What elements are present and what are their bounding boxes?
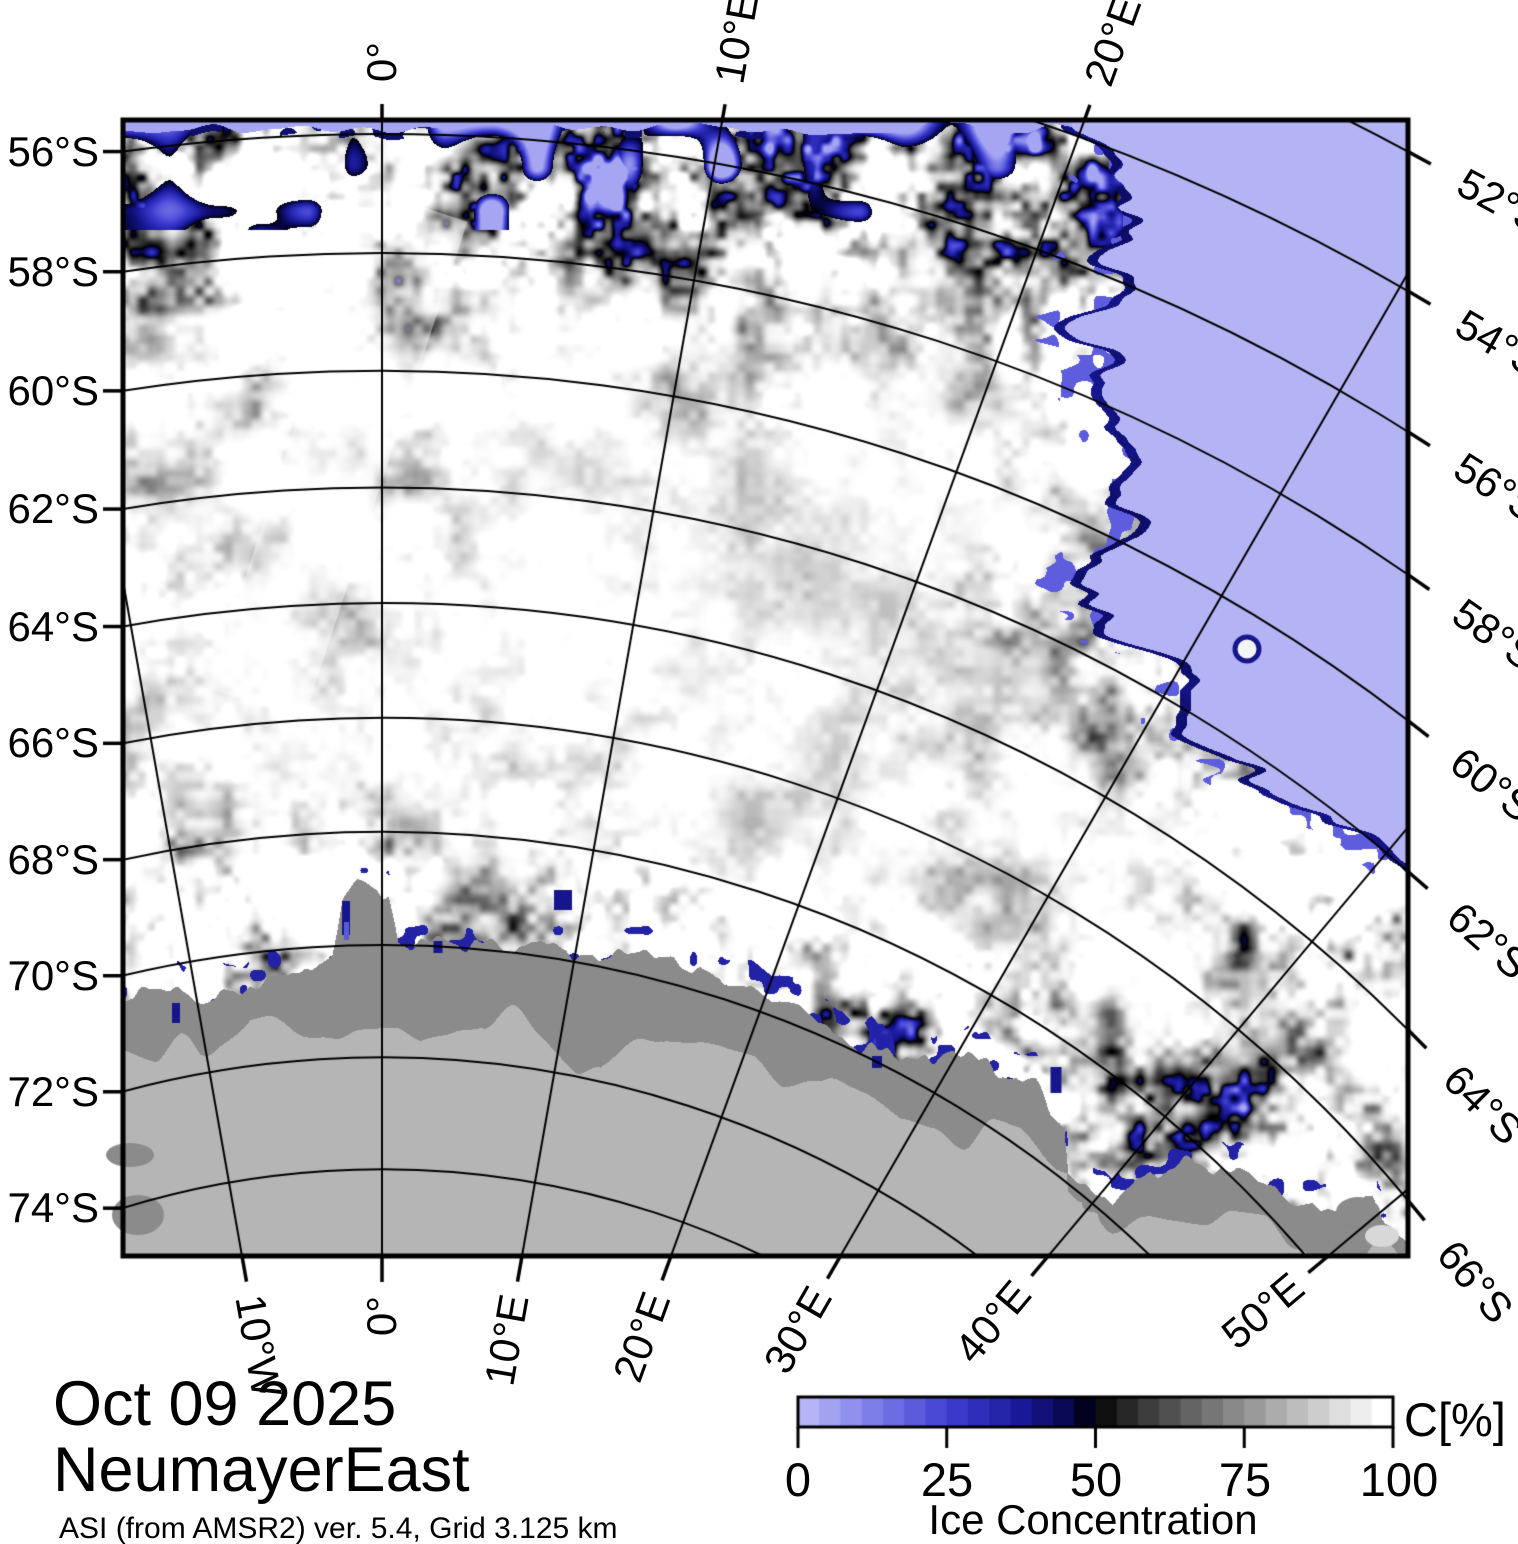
colorbar-tick-50: 50 xyxy=(1069,1453,1123,1506)
date-label: Oct 09 2025 xyxy=(53,1369,397,1439)
colorbar-tick-0: 0 xyxy=(784,1453,812,1506)
colorbar-caption: Ice Concentration xyxy=(928,1496,1258,1543)
lat-label-left-74s: 74°S xyxy=(7,1184,99,1232)
lat-label-left-56s: 56°S xyxy=(7,127,99,175)
lat-label-left-58s: 58°S xyxy=(7,247,99,295)
colorbar-tick-75: 75 xyxy=(1218,1453,1272,1506)
lon-label-top-0e: 0° xyxy=(358,41,405,82)
lat-label-left-62s: 62°S xyxy=(7,485,99,533)
lat-label-left-68s: 68°S xyxy=(7,835,99,883)
colorbar-unit-label: C[%] xyxy=(1404,1393,1506,1446)
colorbar-tick-100: 100 xyxy=(1359,1453,1439,1506)
source-label: ASI (from AMSR2) ver. 5.4, Grid 3.125 km xyxy=(59,1512,618,1544)
lat-label-left-60s: 60°S xyxy=(7,366,99,414)
lat-label-left-66s: 66°S xyxy=(7,719,99,767)
colorbar-tick-25: 25 xyxy=(920,1453,974,1506)
title-block: Oct 09 2025 NeumayerEast ASI (from AMSR2… xyxy=(53,1369,618,1544)
region-label: NeumayerEast xyxy=(53,1434,470,1505)
lat-label-left-64s: 64°S xyxy=(7,602,99,650)
lat-label-left-72s: 72°S xyxy=(7,1067,99,1115)
lon-label-bottom-0e: 0° xyxy=(358,1295,405,1337)
lat-label-left-70s: 70°S xyxy=(7,951,99,999)
